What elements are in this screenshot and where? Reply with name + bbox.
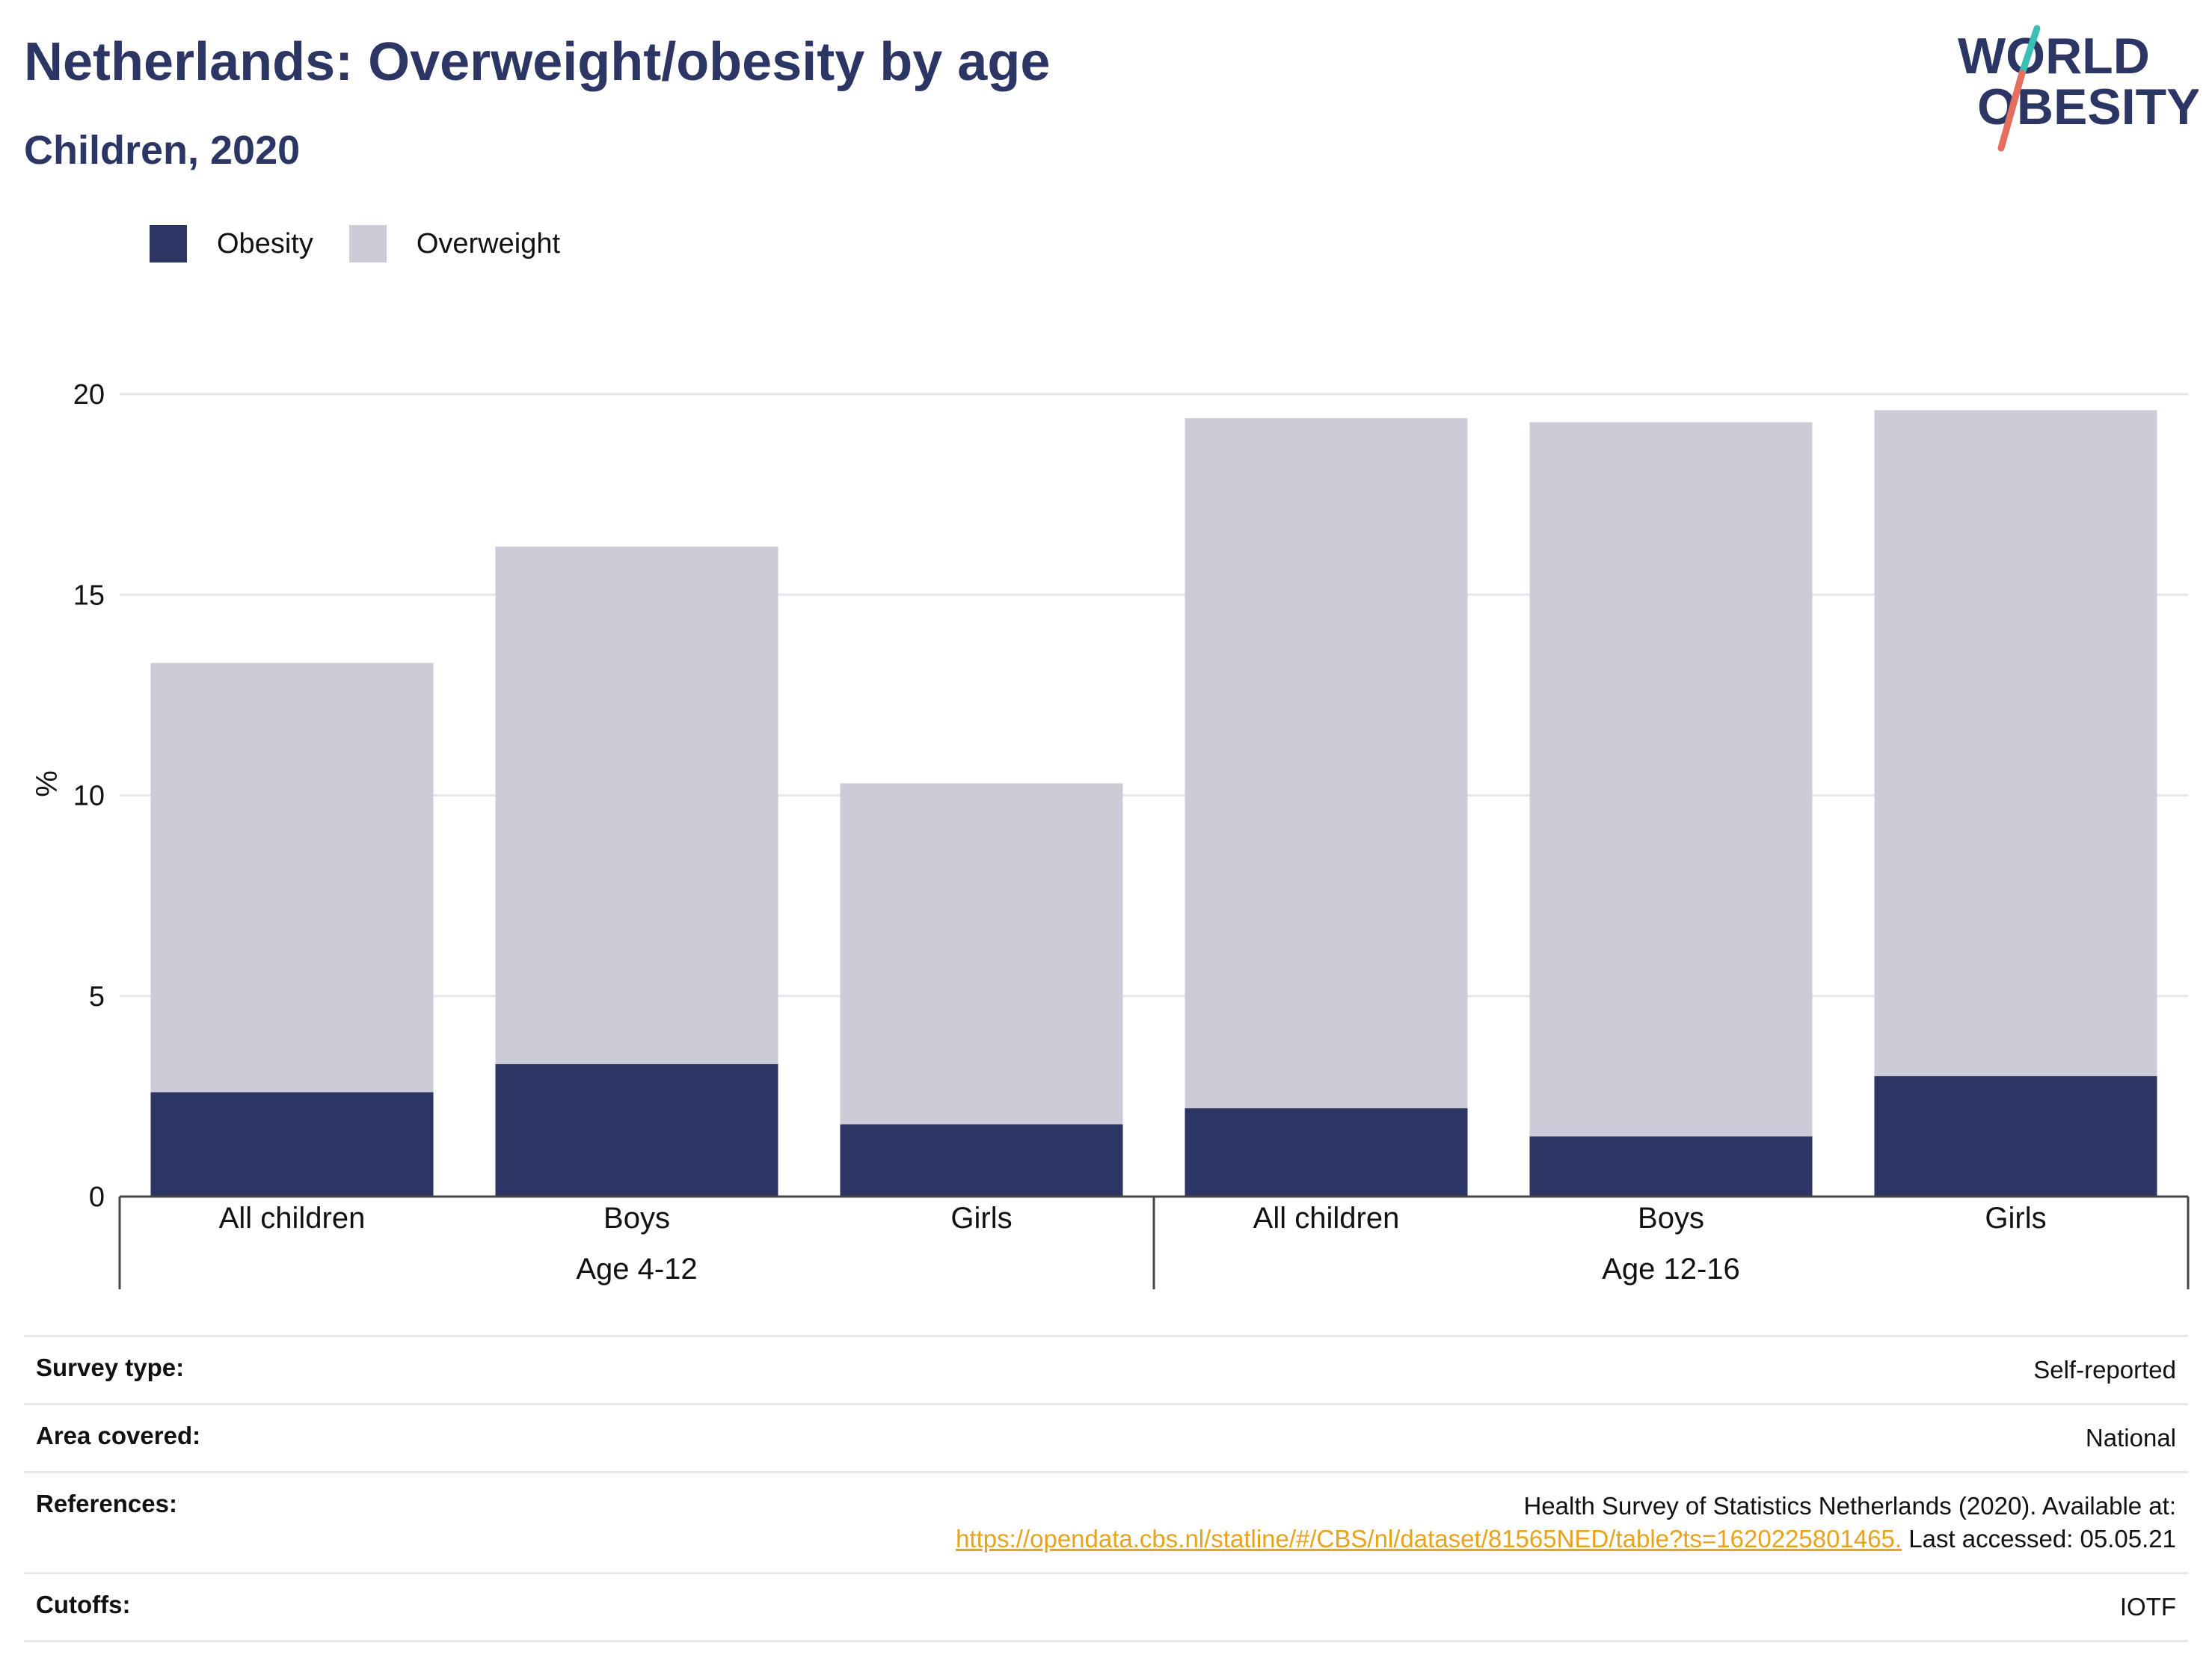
chart-title: Netherlands: Overweight/obesity by age: [24, 32, 1051, 92]
y-tick-label: 15: [73, 580, 105, 611]
x-tick-label: All children: [1253, 1202, 1400, 1235]
x-tick-label: Girls: [950, 1202, 1012, 1235]
legend-item-overweight[interactable]: Overweight: [348, 225, 561, 262]
references-value: Health Survey of Statistics Netherlands …: [956, 1490, 2176, 1556]
area-label: Area covered:: [36, 1422, 201, 1449]
logo-slash-coral: [1997, 70, 2026, 152]
references-accessed: Last accessed: 05.05.21: [1902, 1525, 2176, 1553]
bar-obesity: [1529, 1136, 1813, 1197]
meta-row-cutoffs: Cutoffs: IOTF: [24, 1572, 2188, 1642]
bar-overweight: [840, 783, 1123, 1125]
x-tick-label: Girls: [1985, 1202, 2046, 1235]
legend-item-obesity[interactable]: Obesity: [150, 225, 313, 262]
world-obesity-logo: WORLD OBESITY: [1958, 25, 2199, 152]
bar-overweight: [1529, 422, 1813, 1137]
x-tick-label: Boys: [1638, 1202, 1704, 1235]
bar-obesity: [1185, 1108, 1468, 1197]
survey-type-value: Self-reported: [2033, 1356, 2176, 1384]
legend-label-overweight: Overweight: [416, 227, 561, 260]
x-tick-label: All children: [219, 1202, 366, 1235]
references-label: References:: [36, 1490, 177, 1517]
y-tick-label: 5: [89, 981, 105, 1013]
references-text: Health Survey of Statistics Netherlands …: [1523, 1492, 2176, 1520]
cutoffs-label: Cutoffs:: [36, 1591, 131, 1618]
metadata-table: Survey type: Self-reported Area covered:…: [24, 1335, 2188, 1642]
group-label: Age 4-12: [576, 1253, 697, 1286]
legend-swatch-overweight: [348, 225, 387, 262]
legend: Obesity Overweight: [150, 221, 596, 266]
bar-obesity: [150, 1092, 434, 1197]
x-tick-label: Boys: [603, 1202, 670, 1235]
chart-subtitle: Children, 2020: [24, 128, 301, 173]
bar-chart: 0 5 10 15 20% All children Boys Girls All childr…: [31, 379, 2190, 1289]
meta-row-references: References: Health Survey of Statistics …: [24, 1471, 2188, 1572]
logo-slash-teal: [2018, 25, 2041, 77]
bar-obesity: [495, 1063, 778, 1197]
meta-row-survey-type: Survey type: Self-reported: [24, 1335, 2188, 1403]
area-value: National: [2085, 1424, 2176, 1452]
y-axis-label: %: [31, 770, 64, 797]
group-label: Age 12-16: [1602, 1253, 1740, 1286]
references-link[interactable]: https://opendata.cbs.nl/statline/#/CBS/n…: [956, 1525, 1902, 1553]
legend-label-obesity: Obesity: [217, 227, 313, 260]
legend-swatch-obesity: [150, 225, 187, 262]
cutoffs-value: IOTF: [2119, 1593, 2176, 1621]
bar-obesity: [840, 1124, 1123, 1197]
bar-overweight: [1185, 418, 1468, 1108]
y-tick-label: 0: [89, 1182, 105, 1213]
bar-overweight: [495, 546, 778, 1064]
bar-overweight: [150, 663, 434, 1093]
meta-row-area: Area covered: National: [24, 1403, 2188, 1471]
bar-overweight: [1874, 410, 2157, 1077]
logo-text-world: WORLD: [1958, 28, 2150, 85]
y-tick-label: 10: [73, 781, 105, 812]
bar-obesity: [1874, 1076, 2157, 1197]
y-tick-label: 20: [73, 379, 105, 411]
survey-type-label: Survey type:: [36, 1354, 185, 1381]
